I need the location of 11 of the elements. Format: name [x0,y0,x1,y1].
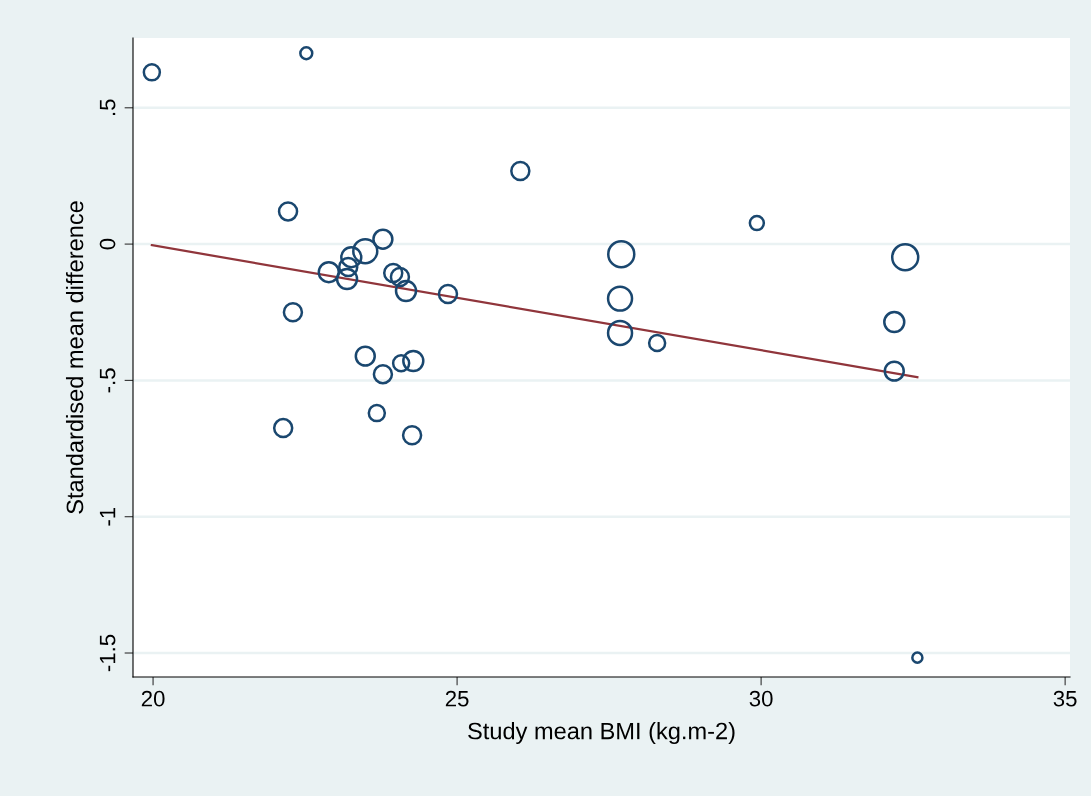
y-tick-label: .5 [99,99,116,116]
y-tick-label: -.5 [99,368,116,393]
x-tick-label: 25 [445,690,469,707]
x-tick-label: 20 [141,690,165,707]
y-tick-label: 0 [99,238,116,250]
x-tick-label: 35 [1053,690,1077,707]
y-tick-label: -1.5 [99,634,116,672]
x-axis-title: Study mean BMI (kg.m-2) [468,722,735,745]
y-axis-title: Standardised mean difference [65,201,84,514]
y-tick-label: -1 [99,507,116,526]
x-tick-label: 30 [749,690,773,707]
